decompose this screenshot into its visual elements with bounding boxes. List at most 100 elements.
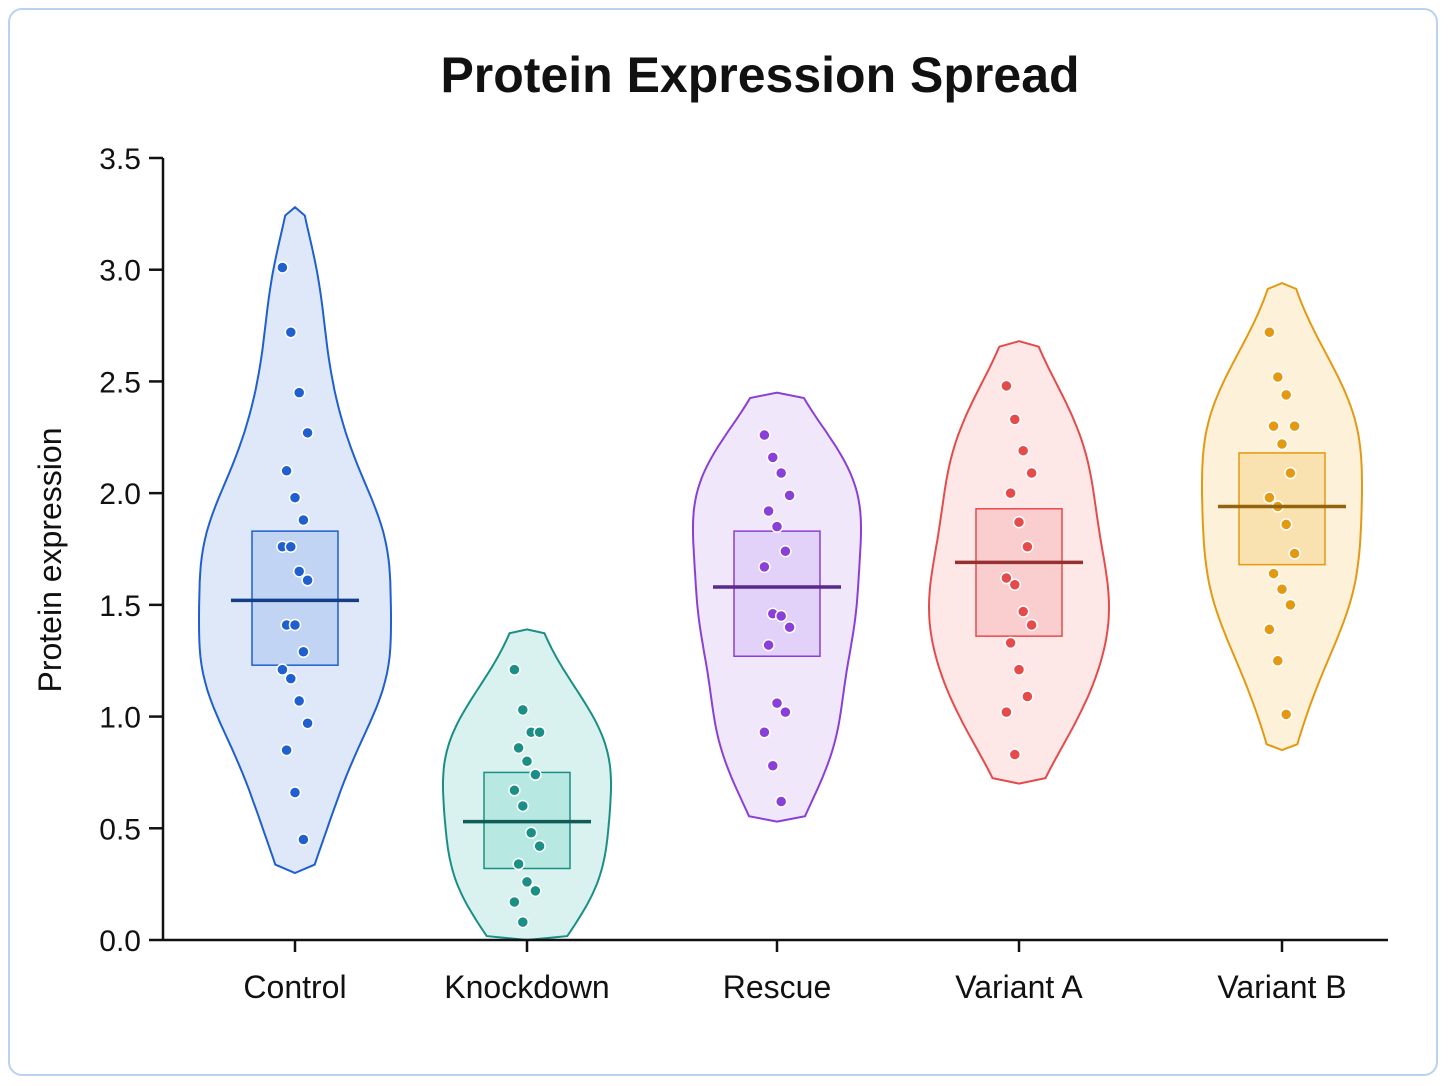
data-point	[1012, 515, 1026, 529]
data-point	[1016, 444, 1030, 457]
data-point	[766, 759, 780, 772]
data-point	[512, 857, 525, 871]
data-point	[292, 386, 306, 399]
data-point	[297, 645, 310, 659]
data-point	[533, 725, 546, 739]
data-point	[766, 451, 780, 464]
data-point	[1275, 582, 1289, 596]
data-point	[516, 915, 530, 929]
data-point	[774, 795, 788, 808]
data-point	[280, 464, 293, 478]
violin-group-rescue	[692, 391, 862, 823]
violin-group-variant-a	[927, 340, 1111, 785]
data-point	[774, 609, 788, 623]
data-point	[1267, 419, 1280, 433]
data-point	[1008, 578, 1022, 591]
data-point	[1016, 605, 1030, 618]
data-point	[516, 703, 530, 717]
x-axis-ticks: Control Knockdown Rescue Variant A Variant B	[243, 940, 1347, 1005]
data-point	[770, 520, 784, 533]
data-point	[516, 799, 530, 813]
x-tick-label: Variant A	[955, 969, 1083, 1005]
data-point	[284, 672, 298, 685]
data-point	[1000, 571, 1013, 585]
data-point	[1025, 466, 1038, 480]
data-point	[524, 826, 538, 840]
y-tick-label: 2.5	[99, 366, 141, 399]
y-tick-label: 3.5	[99, 143, 141, 176]
data-point	[301, 574, 314, 587]
data-point	[1271, 654, 1285, 667]
data-point	[1279, 518, 1293, 531]
data-point	[533, 839, 546, 853]
x-tick-label: Control	[243, 969, 346, 1005]
data-point	[529, 884, 542, 898]
data-point	[529, 768, 542, 781]
data-point	[1008, 413, 1022, 426]
data-point	[1263, 326, 1276, 339]
data-point	[762, 638, 775, 652]
data-point	[1267, 567, 1280, 580]
data-point	[508, 784, 521, 797]
data-point	[1012, 663, 1026, 676]
data-point	[512, 741, 525, 755]
data-point	[288, 786, 302, 799]
data-point	[1021, 540, 1034, 554]
data-point	[288, 618, 302, 632]
violins-layer	[198, 205, 1363, 942]
data-point	[779, 705, 792, 719]
data-point	[770, 696, 784, 710]
data-point	[292, 565, 306, 578]
data-point	[1271, 370, 1285, 384]
y-tick-label: 1.0	[99, 702, 141, 735]
data-point	[1284, 598, 1297, 612]
data-point	[297, 833, 310, 846]
data-point	[1279, 708, 1293, 721]
data-point	[1000, 379, 1013, 393]
x-tick-label: Variant B	[1217, 969, 1346, 1005]
data-point	[758, 560, 771, 574]
x-tick-label: Knockdown	[444, 969, 609, 1005]
data-point	[301, 426, 314, 440]
data-point	[297, 513, 310, 527]
data-point	[520, 875, 534, 889]
data-point	[508, 895, 521, 909]
data-point	[280, 743, 293, 757]
data-point	[301, 717, 314, 730]
data-point	[1284, 466, 1297, 480]
data-point	[1000, 705, 1013, 719]
data-point	[276, 261, 289, 274]
data-point	[508, 663, 521, 676]
data-point	[284, 326, 298, 339]
data-point	[276, 663, 289, 676]
y-tick-label: 2.0	[99, 478, 141, 511]
y-tick-label: 1.5	[99, 590, 141, 623]
data-point	[1288, 419, 1301, 433]
data-point	[1025, 618, 1038, 632]
data-point	[758, 428, 771, 442]
data-point	[758, 725, 771, 739]
data-point	[520, 755, 534, 768]
iqr-box	[251, 530, 339, 666]
data-point	[1275, 437, 1289, 451]
y-axis-title: Protein expression	[32, 427, 68, 692]
violin-group-knockdown	[442, 628, 612, 942]
data-point	[1263, 623, 1276, 636]
data-point	[292, 694, 306, 708]
data-point	[288, 491, 302, 504]
data-point	[1279, 388, 1293, 402]
data-point	[1004, 636, 1017, 650]
data-point	[1004, 486, 1017, 500]
x-tick-label: Rescue	[723, 969, 832, 1005]
data-point	[1021, 690, 1034, 703]
data-point	[779, 544, 792, 558]
data-point	[1008, 748, 1022, 761]
violin-group-control	[198, 205, 392, 875]
y-tick-label: 3.0	[99, 255, 141, 288]
y-axis-ticks: 0.0 0.5 1.0 1.5 2.0 2.5 3.0 3.5	[99, 143, 163, 958]
y-tick-label: 0.5	[99, 813, 141, 846]
data-point	[783, 620, 796, 634]
iqr-box	[733, 530, 821, 657]
data-point	[774, 466, 788, 480]
